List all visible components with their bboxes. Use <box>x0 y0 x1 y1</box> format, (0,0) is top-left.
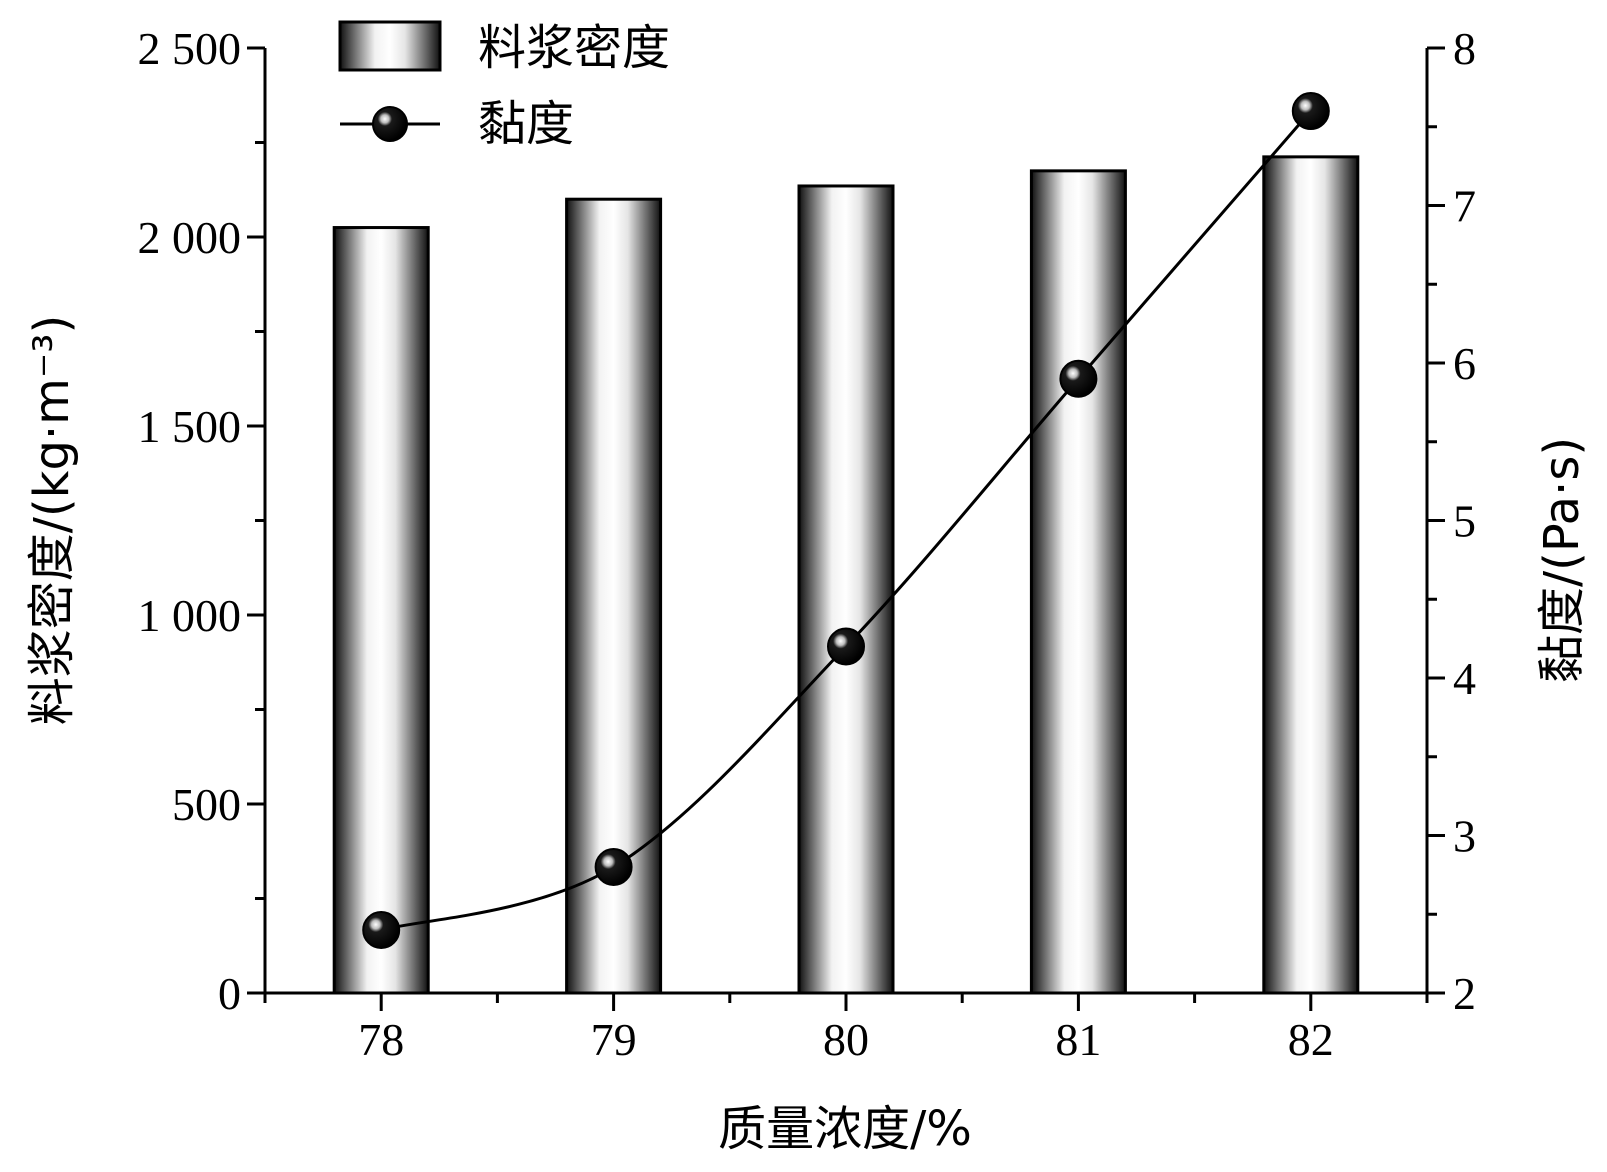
legend-line-marker <box>372 106 408 142</box>
left-y-tick-label: 1 500 <box>138 401 242 452</box>
right-y-axis-title: 黏度/(Pa·s) <box>1534 437 1590 683</box>
left-y-axis-title: 料浆密度/(kg·m⁻³) <box>24 315 80 726</box>
x-axis-title: 质量浓度/% <box>718 1101 972 1157</box>
x-tick-label: 82 <box>1288 1014 1334 1065</box>
left-y-tick-label: 1 000 <box>138 590 242 641</box>
viscosity-point-82 <box>1291 92 1330 130</box>
legend-bar-label: 料浆密度 <box>478 20 670 76</box>
legend: 料浆密度 黏度 <box>338 20 670 152</box>
density-bar-80 <box>797 184 895 995</box>
viscosity-point-80 <box>827 627 865 666</box>
x-tick-labels: 78 79 80 81 82 <box>358 1014 1334 1065</box>
legend-bar-swatch <box>338 20 442 72</box>
left-y-tick-labels: 0 500 1 000 1 500 2 000 2 500 <box>138 23 242 1019</box>
bar-series <box>332 155 1360 995</box>
density-bar-78 <box>332 226 430 995</box>
right-y-tick-label: 5 <box>1453 496 1476 547</box>
viscosity-points <box>362 92 1330 949</box>
viscosity-point-78 <box>362 911 401 949</box>
x-tick-label: 78 <box>358 1014 404 1065</box>
legend-line-label: 黏度 <box>478 96 574 152</box>
x-tick-label: 79 <box>591 1014 637 1065</box>
right-y-tick-label: 2 <box>1453 968 1476 1019</box>
right-y-tick-label: 6 <box>1453 338 1476 389</box>
viscosity-point-79 <box>594 848 633 886</box>
right-y-tick-label: 7 <box>1453 181 1476 232</box>
left-y-tick-label: 2 000 <box>138 212 242 263</box>
right-y-tick-label: 3 <box>1453 811 1476 862</box>
density-bar-82 <box>1262 155 1360 995</box>
left-y-tick-label: 0 <box>218 968 241 1019</box>
viscosity-point-81 <box>1059 359 1098 398</box>
ticks <box>247 46 1445 1011</box>
right-y-tick-label: 4 <box>1453 653 1476 704</box>
right-y-tick-labels: 2 3 4 5 6 7 8 <box>1453 23 1476 1019</box>
density-bar-81 <box>1029 169 1127 995</box>
left-y-tick-label: 500 <box>172 779 241 830</box>
x-tick-label: 81 <box>1055 1014 1101 1065</box>
x-tick-label: 80 <box>823 1014 869 1065</box>
left-y-tick-label: 2 500 <box>138 23 242 74</box>
right-y-tick-label: 8 <box>1453 23 1476 74</box>
